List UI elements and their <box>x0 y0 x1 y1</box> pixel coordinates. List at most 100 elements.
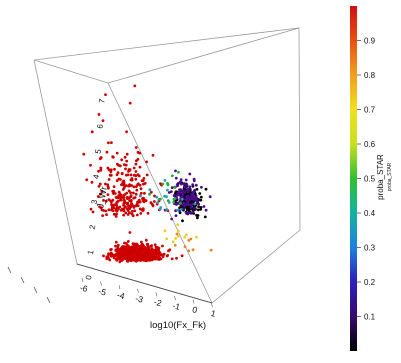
data-point <box>111 198 115 202</box>
data-point <box>170 186 174 190</box>
data-point <box>107 208 111 212</box>
colorbar-tick-label: 0.5 <box>364 175 376 184</box>
data-point <box>177 170 180 174</box>
data-point <box>137 174 141 178</box>
data-point <box>123 241 126 245</box>
data-point <box>178 191 182 195</box>
x-axis-ticks: -6 -5 -4 -3 -2 -1 0 1 <box>79 277 217 319</box>
data-point <box>132 166 136 170</box>
data-point <box>130 210 134 213</box>
data-point <box>166 254 170 257</box>
data-point <box>129 191 133 195</box>
data-point <box>191 183 195 187</box>
data-point <box>177 193 181 197</box>
data-point <box>181 219 184 223</box>
data-point <box>167 249 170 253</box>
z-tick-mark <box>46 296 51 304</box>
data-point <box>195 187 199 191</box>
data-point <box>116 171 120 175</box>
data-point <box>118 256 122 260</box>
data-point <box>125 254 128 258</box>
data-point <box>191 248 195 252</box>
data-point <box>129 203 133 206</box>
data-point <box>115 257 119 260</box>
data-point <box>122 194 125 198</box>
data-point <box>97 184 101 188</box>
y-tick-label: 0 <box>84 274 94 280</box>
data-point <box>127 258 131 262</box>
data-point <box>124 184 128 187</box>
data-point <box>109 252 113 256</box>
data-point <box>172 197 176 201</box>
data-point <box>156 201 159 205</box>
data-point <box>85 178 89 182</box>
data-point <box>132 196 136 200</box>
data-point <box>185 183 189 187</box>
data-point <box>129 173 133 177</box>
data-point <box>209 248 213 252</box>
data-point <box>138 183 142 187</box>
data-point <box>180 254 184 258</box>
colorbar-gradient <box>350 6 357 351</box>
data-point <box>101 119 105 122</box>
plot-box <box>33 27 301 304</box>
data-point <box>134 251 138 255</box>
data-point <box>115 212 118 216</box>
data-point <box>195 235 198 239</box>
data-point <box>145 242 149 246</box>
data-point <box>119 198 123 202</box>
data-point <box>104 209 108 213</box>
data-point <box>131 251 134 255</box>
colorbar-label: proba_STAR <box>376 154 385 200</box>
data-point <box>115 173 119 177</box>
data-point <box>197 205 201 209</box>
data-point <box>179 178 183 182</box>
y-tick-label: 1 <box>86 249 96 255</box>
data-point <box>187 211 190 215</box>
data-point <box>121 188 125 191</box>
data-point <box>133 84 137 88</box>
data-point <box>181 193 185 197</box>
data-point <box>112 189 116 193</box>
data-point <box>193 202 197 206</box>
data-point <box>176 208 180 212</box>
data-point <box>131 214 135 218</box>
data-point <box>148 188 152 192</box>
data-point <box>119 208 123 212</box>
data-point <box>132 245 136 249</box>
data-point <box>153 194 156 198</box>
data-point <box>112 185 116 189</box>
data-point <box>132 191 135 195</box>
data-point <box>109 168 113 172</box>
data-point <box>198 192 202 195</box>
data-point <box>139 194 142 198</box>
data-point <box>126 252 129 256</box>
data-point <box>136 201 140 204</box>
z-tick-mark <box>20 276 25 284</box>
colorbar-tick-label: 0.7 <box>364 106 376 115</box>
data-point <box>120 172 124 176</box>
data-point <box>134 174 138 178</box>
data-point <box>174 169 177 173</box>
y-tick-label: 6 <box>95 123 105 129</box>
data-point <box>101 214 104 218</box>
data-point <box>138 165 142 169</box>
data-point <box>115 206 119 210</box>
data-point <box>186 187 190 191</box>
data-point <box>183 245 187 249</box>
data-point <box>118 164 122 168</box>
data-point <box>126 244 130 247</box>
data-point <box>196 208 200 212</box>
data-point <box>120 183 123 187</box>
data-point <box>126 201 130 205</box>
data-point <box>143 191 146 195</box>
data-point <box>111 155 115 159</box>
data-point <box>163 179 167 182</box>
x-tick-mark <box>137 288 139 293</box>
data-point <box>123 163 126 167</box>
data-point <box>199 207 203 211</box>
data-point <box>173 243 177 247</box>
data-point <box>120 258 123 262</box>
data-point <box>142 197 145 201</box>
data-point <box>179 188 183 192</box>
